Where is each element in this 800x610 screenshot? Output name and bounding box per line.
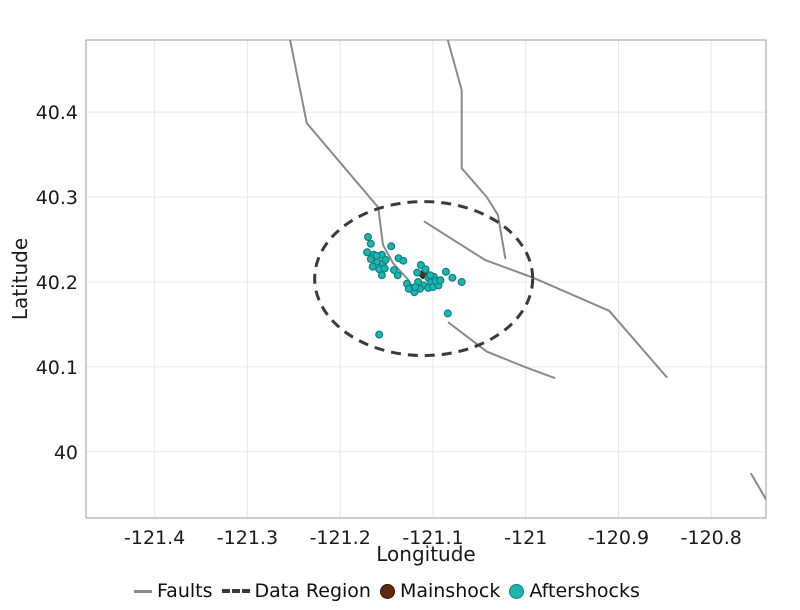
fault-line [750,472,766,501]
fault-line [423,220,668,379]
faults-line-swatch-icon [134,589,152,593]
y-axis-title: Latitude [8,238,32,320]
aftershock-point [399,256,408,265]
fault-line [289,40,416,294]
aftershock-point [375,330,384,339]
fault-line [446,40,507,260]
legend-label-faults: Faults [157,580,213,602]
aftershock-point [443,309,452,318]
y-tick-label: 40.4 [36,102,78,124]
data-region [313,200,535,358]
mainshock-dot-swatch-icon [379,583,395,599]
y-tick-label: 40.1 [36,357,78,379]
aftershocks [363,233,466,339]
aftershock-point [387,242,396,251]
x-tick-label: -121.2 [310,527,371,549]
x-tick-label: -120.9 [588,527,649,549]
aftershock-point [404,284,413,293]
data-region-ellipse [313,200,535,358]
aftershock-point [363,248,372,257]
legend-item-mainshock: Mainshock [379,580,501,602]
aftershock-point [426,271,435,280]
legend-item-aftershocks: Aftershocks [509,580,640,602]
aftershock-point [421,265,430,274]
aftershock-point [457,278,466,287]
aftershock-point [368,262,377,271]
aftershocks-dot-swatch-icon [509,583,525,599]
legend-item-data-region: Data Region [221,580,371,602]
gridlines [86,40,766,518]
x-tick-label: -121.4 [124,527,185,549]
aftershock-point [448,273,457,282]
x-axis-title: Longitude [376,542,475,566]
aftershock-point [366,239,375,248]
legend-label-data-region: Data Region [254,580,371,602]
y-tick-label: 40.3 [36,187,78,209]
y-tick-labels: 40.4 40.3 40.2 40.1 40 [36,102,78,464]
fault-lines [289,40,766,501]
x-tick-label: -121.3 [217,527,278,549]
legend-label-mainshock: Mainshock [399,580,501,602]
x-tick-label: -121 [504,527,547,549]
plot-border [85,39,767,519]
data-region-dash-swatch-icon [221,589,250,593]
aftershock-point [413,268,422,277]
x-tick-labels: -121.4 -121.3 -121.2 -121.1 -121 -120.9 -120.8 [124,527,742,549]
aftershock-point [381,255,390,264]
y-tick-label: 40 [54,442,78,464]
y-tick-label: 40.2 [36,272,78,294]
legend: Faults Data Region Mainshock Aftershocks [134,580,640,602]
fault-line [447,321,556,379]
aftershock-point [377,271,386,280]
aftershock-point [364,233,373,242]
aftershock-point [380,264,389,273]
x-tick-label: -120.8 [681,527,742,549]
aftershock-point [372,251,381,260]
aftershock-point [436,276,445,285]
aftershock-point [441,267,450,276]
x-tick-label: -121.1 [402,527,463,549]
legend-label-aftershocks: Aftershocks [529,580,640,602]
aftershock-point [390,266,399,275]
scatter-plot: -121.4 -121.3 -121.2 -121.1 -121 -120.9 -120.8… [8,39,767,566]
aftershock-point [411,283,420,292]
legend-item-faults: Faults [134,580,213,602]
